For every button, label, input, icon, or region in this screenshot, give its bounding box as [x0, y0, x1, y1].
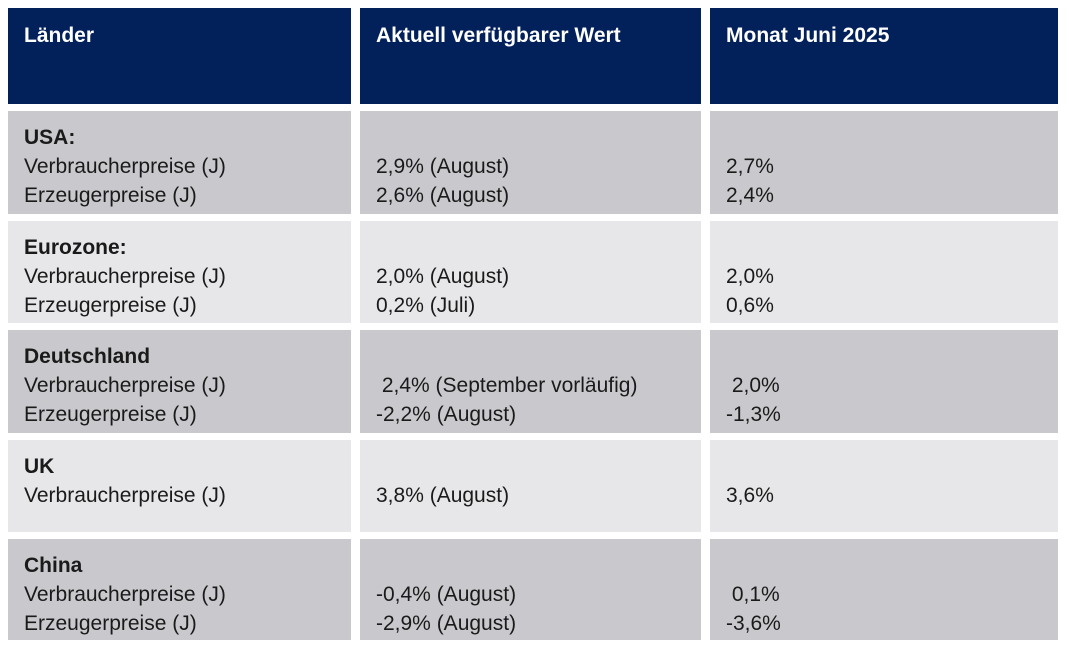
row-deutschland-current-value: 2,4% (September vorläufig) -2,2% (August… [360, 330, 701, 433]
row-deutschland-country-cell: Deutschland Verbraucherpreise (J) Erzeug… [8, 330, 351, 433]
country-name: USA: [24, 126, 76, 149]
row-eurozone-country-cell: Eurozone: Verbraucherpreise (J) Erzeuger… [8, 221, 351, 323]
country-name: China [24, 554, 83, 577]
row-usa-country-cell: USA: Verbraucherpreise (J) Erzeugerpreis… [8, 111, 351, 214]
row-uk-current-value: 3,8% (August) [360, 440, 701, 532]
row-china-country-cell: China Verbraucherpreise (J) Erzeugerprei… [8, 539, 351, 640]
price-type-labels: Verbraucherpreise (J) [24, 484, 226, 507]
price-type-labels: Verbraucherpreise (J) Erzeugerpreise (J) [24, 374, 226, 426]
row-deutschland-month-value: 2,0% -1,3% [710, 330, 1058, 433]
header-cell-laender: Länder [8, 8, 351, 104]
row-usa-month-value: 2,7% 2,4% [710, 111, 1058, 214]
row-eurozone-month-value: 2,0% 0,6% [710, 221, 1058, 323]
row-china-month-value: 0,1% -3,6% [710, 539, 1058, 640]
price-type-labels: Verbraucherpreise (J) Erzeugerpreise (J) [24, 583, 226, 635]
row-usa-current-value: 2,9% (August) 2,6% (August) [360, 111, 701, 214]
header-cell-aktueller-wert: Aktuell verfügbarer Wert [360, 8, 701, 104]
row-china-current-value: -0,4% (August) -2,9% (August) [360, 539, 701, 640]
country-name: Eurozone: [24, 236, 127, 259]
row-eurozone-current-value: 2,0% (August) 0,2% (Juli) [360, 221, 701, 323]
inflation-table: Länder Aktuell verfügbarer Wert Monat Ju… [8, 8, 1058, 640]
row-uk-country-cell: UK Verbraucherpreise (J) [8, 440, 351, 532]
price-type-labels: Verbraucherpreise (J) Erzeugerpreise (J) [24, 265, 226, 317]
row-uk-month-value: 3,6% [710, 440, 1058, 532]
country-name: Deutschland [24, 345, 151, 368]
country-name: UK [24, 455, 55, 478]
header-cell-monat-juni-2025: Monat Juni 2025 [710, 8, 1058, 104]
price-type-labels: Verbraucherpreise (J) Erzeugerpreise (J) [24, 155, 226, 207]
